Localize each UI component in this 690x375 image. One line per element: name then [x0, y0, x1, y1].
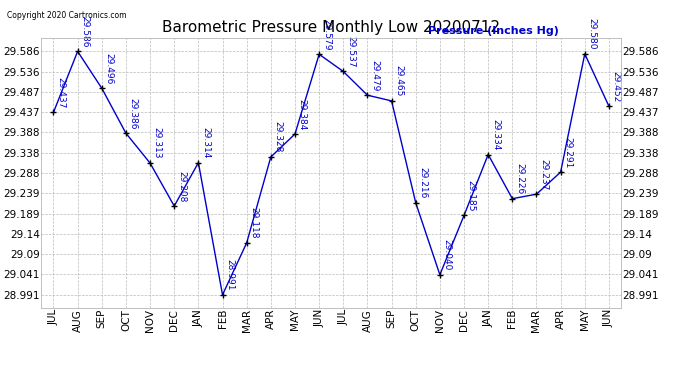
- Title: Barometric Pressure Monthly Low 20200712: Barometric Pressure Monthly Low 20200712: [162, 20, 500, 35]
- Text: 29.496: 29.496: [105, 53, 114, 84]
- Text: 29.437: 29.437: [57, 77, 66, 108]
- Text: 29.291: 29.291: [564, 136, 573, 168]
- Text: 28.991: 28.991: [226, 259, 235, 291]
- Text: 29.452: 29.452: [612, 71, 621, 102]
- Text: 29.384: 29.384: [298, 99, 307, 130]
- Text: 29.237: 29.237: [540, 159, 549, 190]
- Text: 29.040: 29.040: [443, 239, 452, 271]
- Text: 29.208: 29.208: [177, 171, 186, 202]
- Text: 29.386: 29.386: [129, 98, 138, 129]
- Text: 29.334: 29.334: [491, 119, 500, 150]
- Text: 29.580: 29.580: [588, 18, 597, 50]
- Text: 29.465: 29.465: [395, 65, 404, 97]
- Text: 29.579: 29.579: [322, 19, 331, 50]
- Text: 29.328: 29.328: [274, 122, 283, 153]
- Text: 29.185: 29.185: [467, 180, 476, 211]
- Text: 29.118: 29.118: [250, 207, 259, 239]
- Text: 29.226: 29.226: [515, 163, 524, 195]
- Text: 29.479: 29.479: [371, 60, 380, 91]
- Text: Pressure (Inches Hg): Pressure (Inches Hg): [428, 26, 559, 36]
- Text: 29.537: 29.537: [346, 36, 355, 67]
- Text: 29.216: 29.216: [419, 167, 428, 199]
- Text: Copyright 2020 Cartronics.com: Copyright 2020 Cartronics.com: [7, 11, 126, 20]
- Text: 29.314: 29.314: [201, 127, 210, 159]
- Text: 29.313: 29.313: [153, 128, 162, 159]
- Text: 29.586: 29.586: [81, 16, 90, 47]
